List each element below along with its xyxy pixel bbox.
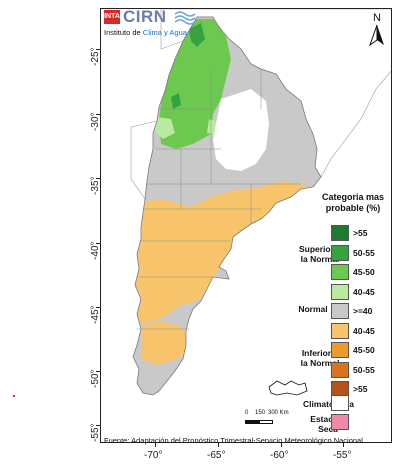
- legend-item-label: >55: [353, 384, 368, 394]
- scale-bar-segment: [259, 420, 273, 424]
- y-tick-label: -35°: [89, 176, 101, 195]
- group-inferior-line2: la Normal: [300, 358, 340, 368]
- climatologia-region: [213, 89, 269, 171]
- cirn-brand: CIRN: [123, 7, 167, 26]
- x-tick-label: -55°: [333, 450, 352, 461]
- group-inferior-line1: Inferior a: [301, 348, 339, 358]
- source-caption: Fuente: Adaptación del Pronóstico Trimes…: [104, 436, 365, 445]
- institute-subtitle: Instituto de Clima y Agua: [104, 28, 187, 37]
- north-arrow-icon: [369, 24, 384, 47]
- legend-item-label: 40-45: [353, 286, 375, 297]
- legend-swatch: [331, 303, 349, 319]
- legend-swatch: [331, 322, 349, 339]
- legend-item-label: 45-50: [353, 345, 375, 355]
- legend-item-label: 50-55: [353, 247, 375, 258]
- climatologia-label: Climatología: [303, 399, 355, 409]
- legend-item-label: >=40: [353, 306, 373, 316]
- y-tick-label: -25°: [89, 47, 101, 66]
- y-tick-label: -45°: [89, 305, 101, 324]
- subtitle-prefix: Instituto de: [104, 28, 143, 37]
- estacion-seca-line2: Seca: [318, 424, 338, 434]
- legend-title: Categoria mas probable (%): [316, 192, 390, 214]
- legend-swatch: [331, 264, 349, 280]
- estacion-seca-swatch: [331, 414, 349, 430]
- subtitle-highlight: Clima y Agua: [142, 28, 187, 37]
- legend-title-line1: Categoria mas: [321, 192, 385, 202]
- inta-badge: INTA: [104, 10, 120, 24]
- argentina-map: [130, 9, 391, 396]
- x-tick-label: -70°: [144, 450, 163, 461]
- legend-title-line2: probable (%): [325, 203, 381, 213]
- group-superior-line1: Superior a: [298, 244, 342, 254]
- legend-item-label: 50-55: [353, 364, 375, 375]
- legend-item-label: >55: [353, 228, 368, 238]
- legend-swatch: [331, 283, 349, 300]
- scale-bar-segment: [245, 420, 259, 424]
- north-label: N: [373, 12, 381, 24]
- scale-label: 0: [245, 410, 249, 416]
- argentina-outline: [132, 16, 322, 396]
- x-tick-label: -60°: [270, 450, 289, 461]
- legend-swatch: [331, 225, 349, 241]
- scale-label: 150: [255, 410, 266, 416]
- estacion-seca-label: Estación Seca: [303, 414, 353, 434]
- legend-group-inferior: Inferior a la Normal: [296, 348, 344, 368]
- malvinas-islands: [268, 380, 308, 396]
- y-tick-label: -55°: [89, 423, 101, 442]
- y-tick-label: -50°: [89, 369, 101, 388]
- water-waves-icon: [174, 11, 196, 25]
- inferior-40-45-region: [133, 181, 316, 324]
- x-tick-label: -65°: [207, 450, 226, 461]
- legend-group-normal: Normal: [296, 304, 330, 314]
- y-tick-label: -30°: [89, 112, 101, 131]
- group-superior-line2: la Normal: [300, 254, 340, 264]
- estacion-seca-line1: Estación: [310, 414, 346, 424]
- legend-swatch: [331, 342, 349, 358]
- north-arrow: N: [368, 13, 386, 51]
- legend-item-label: 40-45: [353, 325, 375, 336]
- superior-50-55-region: [171, 23, 205, 109]
- group-normal-label: Normal: [298, 304, 328, 314]
- legend-swatch: [331, 244, 349, 261]
- inferior-south-region: [141, 321, 191, 365]
- legend-item-label: 45-50: [353, 267, 375, 277]
- stray-mark: [13, 395, 15, 397]
- climatologia-swatch: [331, 395, 349, 411]
- scale-label: 300 Km: [268, 410, 289, 416]
- legend-swatch: [331, 361, 349, 378]
- province-borders: [137, 69, 301, 330]
- superior-40-45-region: [155, 117, 219, 139]
- legend-group-superior: Superior a la Normal: [296, 244, 344, 264]
- y-tick-label: -40°: [89, 241, 101, 260]
